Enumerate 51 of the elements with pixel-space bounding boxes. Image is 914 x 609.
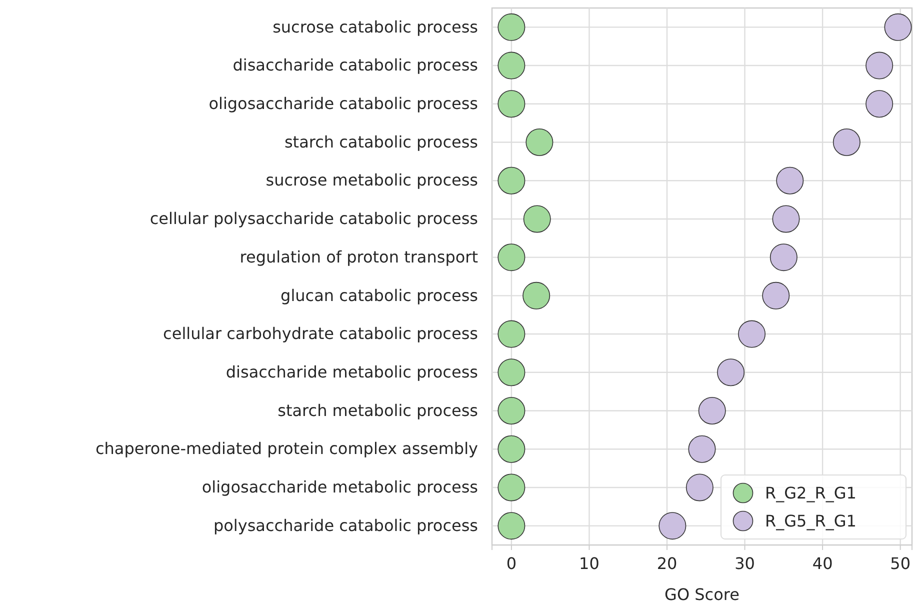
point	[866, 52, 894, 80]
y-tick-label: disaccharide metabolic process	[226, 362, 478, 382]
x-tick-label: 0	[506, 554, 517, 573]
point	[762, 282, 790, 310]
y-tick-label: chaperone-mediated protein complex assembly	[95, 439, 478, 458]
point	[498, 90, 526, 118]
point	[686, 474, 714, 502]
y-tick-label: cellular polysaccharide catabolic process	[150, 209, 478, 228]
point	[776, 166, 804, 194]
legend-label: R_G2_R_G1	[765, 484, 856, 503]
point	[526, 128, 554, 156]
point	[498, 166, 526, 194]
y-tick-label: sucrose metabolic process	[266, 170, 478, 190]
x-tick-label: 10	[579, 554, 600, 573]
point	[698, 397, 726, 424]
point	[866, 90, 894, 118]
x-tick-label: 20	[656, 554, 678, 573]
y-tick-label: polysaccharide catabolic process	[213, 516, 478, 535]
point	[498, 435, 526, 463]
point	[498, 474, 526, 502]
point	[523, 205, 551, 233]
y-tick-label: glucan catabolic process	[280, 286, 478, 305]
legend-label: R_G5_R_G1	[765, 512, 856, 531]
point	[832, 128, 860, 156]
y-tick-label: oligosaccharide catabolic process	[208, 94, 478, 114]
point	[772, 205, 800, 233]
point	[498, 320, 526, 348]
point	[738, 320, 766, 348]
point	[717, 358, 745, 386]
y-tick-label: oligosaccharide metabolic process	[202, 478, 478, 497]
point	[498, 244, 526, 272]
x-tick-label: 40	[812, 554, 833, 573]
point	[498, 358, 526, 386]
x-axis-title: GO Score	[664, 585, 740, 604]
point	[498, 52, 526, 80]
y-tick-label: starch metabolic process	[278, 400, 478, 420]
point	[498, 13, 526, 41]
point	[658, 512, 686, 540]
point	[884, 13, 912, 41]
point	[770, 244, 798, 272]
point	[688, 435, 716, 463]
y-tick-label: cellular carbohydrate catabolic process	[163, 324, 478, 344]
x-tick-label: 50	[890, 554, 911, 573]
y-tick-label: sucrose catabolic process	[272, 17, 478, 36]
y-tick-label: disaccharide catabolic process	[232, 56, 478, 75]
x-tick-label: 30	[734, 554, 755, 573]
point	[498, 512, 526, 540]
y-tick-label: regulation of proton transport	[240, 247, 478, 266]
point	[498, 397, 526, 424]
y-tick-label: starch catabolic process	[284, 132, 478, 152]
point	[522, 282, 550, 310]
